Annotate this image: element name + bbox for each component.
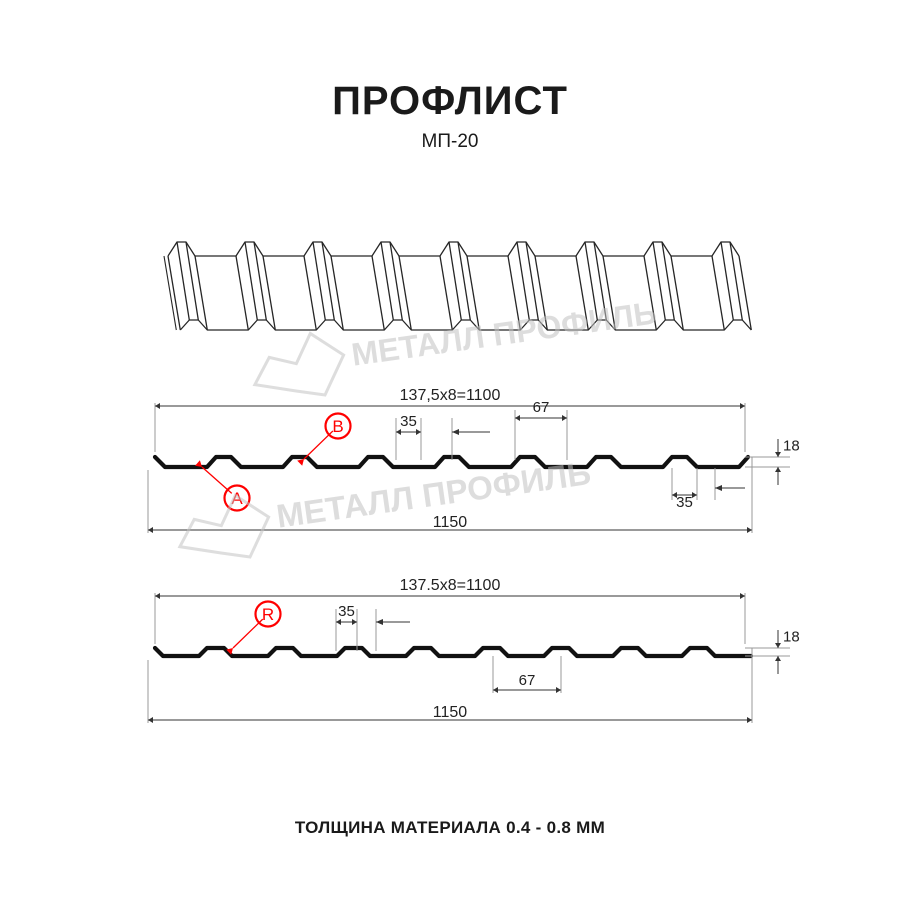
svg-text:67: 67 (519, 672, 536, 689)
svg-text:18: 18 (783, 629, 800, 646)
svg-text:1150: 1150 (433, 704, 468, 721)
svg-text:35: 35 (676, 494, 693, 511)
svg-text:18: 18 (783, 438, 800, 455)
svg-text:B: B (332, 417, 343, 436)
svg-text:R: R (262, 605, 274, 624)
svg-text:67: 67 (533, 399, 550, 416)
svg-text:1150: 1150 (433, 514, 468, 531)
svg-text:МЕТАЛЛ ПРОФИЛЬ: МЕТАЛЛ ПРОФИЛЬ (349, 294, 658, 372)
svg-text:35: 35 (338, 603, 355, 620)
svg-text:137.5x8=1100: 137.5x8=1100 (400, 577, 501, 594)
svg-text:137,5x8=1100: 137,5x8=1100 (400, 387, 501, 404)
svg-text:35: 35 (400, 413, 417, 430)
